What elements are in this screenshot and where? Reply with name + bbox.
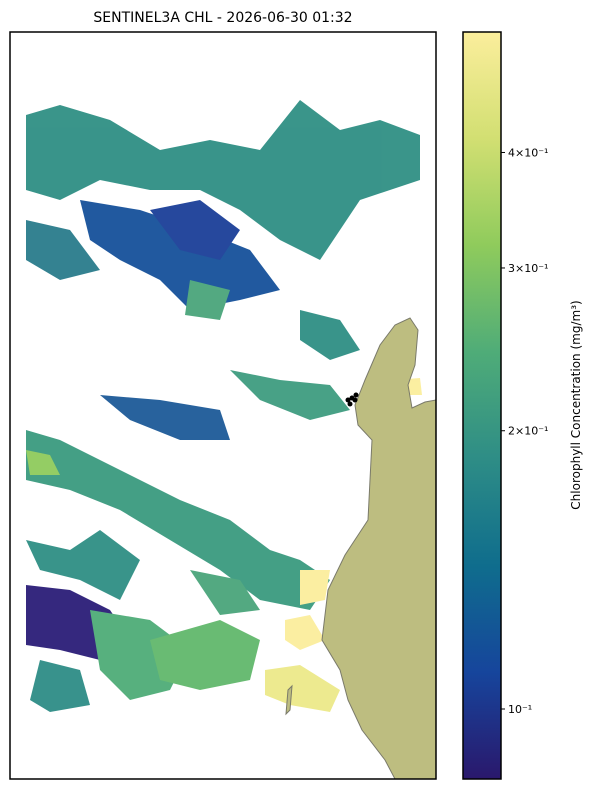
patch xyxy=(285,615,325,650)
patch xyxy=(26,450,60,475)
station xyxy=(345,397,351,403)
colorbar-tick-label: 3×10⁻¹ xyxy=(508,262,548,275)
patch xyxy=(26,100,420,260)
colorbar-label: Chlorophyll Concentration (mg/m³) xyxy=(569,300,583,509)
colorbar-tick-label: 4×10⁻¹ xyxy=(508,146,548,159)
patch xyxy=(185,280,230,320)
station-markers xyxy=(345,392,359,407)
map-frame xyxy=(9,31,437,780)
patch xyxy=(26,220,100,280)
station xyxy=(353,392,359,398)
patch xyxy=(100,395,230,440)
station xyxy=(352,397,358,403)
patch xyxy=(150,620,260,690)
patch xyxy=(30,660,90,712)
patch xyxy=(26,530,140,600)
patch xyxy=(80,200,280,310)
station xyxy=(347,401,353,407)
colorbar-tick-label: 10⁻¹ xyxy=(508,703,532,716)
patch xyxy=(300,310,360,360)
patch xyxy=(150,200,240,260)
colorbar xyxy=(462,31,502,780)
patch xyxy=(300,570,330,605)
patch xyxy=(230,370,350,420)
patch xyxy=(265,665,340,712)
island xyxy=(285,684,293,716)
map-title: SENTINEL3A CHL - 2026-06-30 01:32 xyxy=(93,10,352,26)
map-area xyxy=(10,32,436,779)
colorbar-ticks: 10⁻¹ 2×10⁻¹ 3×10⁻¹ 4×10⁻¹ xyxy=(501,146,548,716)
colorbar-tick-label: 2×10⁻¹ xyxy=(508,425,548,438)
patch xyxy=(190,570,260,615)
chlorophyll-patches xyxy=(26,100,422,712)
patch xyxy=(26,430,330,610)
land xyxy=(321,317,436,779)
